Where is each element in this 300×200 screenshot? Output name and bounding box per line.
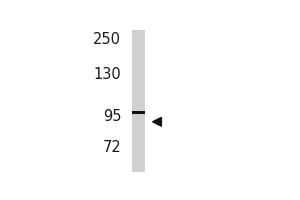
Text: 130: 130 [94,67,121,82]
Polygon shape [153,117,161,126]
Bar [132,111,145,114]
Bar [132,30,145,172]
Text: 95: 95 [103,109,121,124]
Text: 250: 250 [93,32,121,47]
Text: 72: 72 [103,140,121,155]
